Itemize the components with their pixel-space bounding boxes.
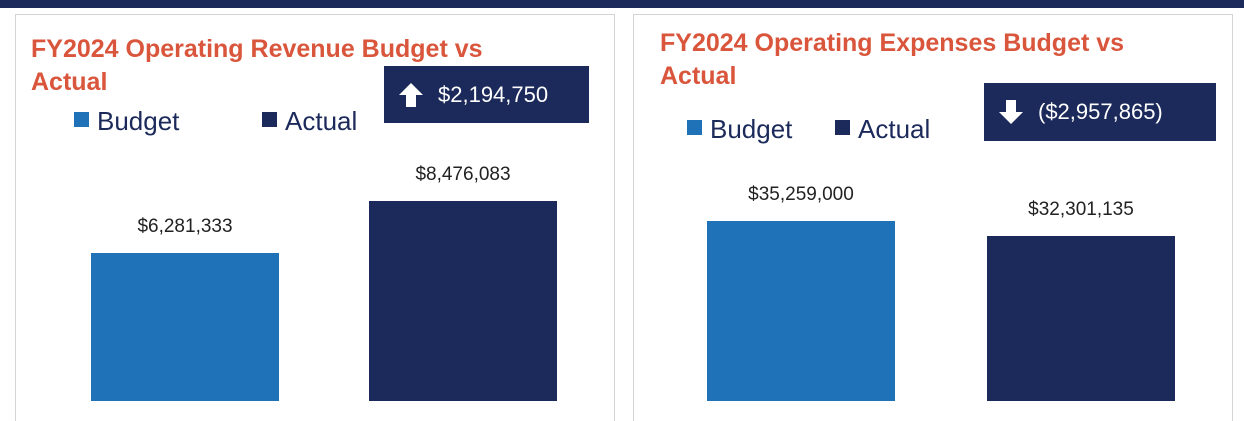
header-band xyxy=(0,0,1244,8)
chart-panel: FY2024 Operating Expenses Budget vs Actu… xyxy=(633,14,1233,421)
legend-label: Actual xyxy=(858,114,931,144)
difference-callout: ($2,957,865) xyxy=(984,83,1216,141)
legend-item: Budget xyxy=(74,106,262,137)
legend: Budget Actual xyxy=(74,106,357,137)
legend: Budget Actual xyxy=(687,114,930,145)
legend-item: Budget xyxy=(687,114,835,145)
bar xyxy=(369,201,557,401)
legend-label: Budget xyxy=(710,114,793,144)
legend-swatch xyxy=(262,112,277,127)
difference-callout: $2,194,750 xyxy=(384,66,589,123)
legend-item: Actual xyxy=(262,106,357,137)
bar xyxy=(987,236,1175,401)
legend-swatch xyxy=(687,120,702,135)
up-arrow xyxy=(399,82,423,107)
data-label: $8,476,083 xyxy=(415,164,511,185)
legend-item: Actual xyxy=(835,114,930,145)
bar xyxy=(707,221,895,401)
callout-text: $2,194,750 xyxy=(438,81,549,107)
down-arrow xyxy=(999,100,1023,124)
legend-label: Budget xyxy=(97,106,180,136)
callout-text: ($2,957,865) xyxy=(1038,99,1163,124)
chart-panel: FY2024 Operating Revenue Budget vs Actua… xyxy=(15,14,615,421)
bar xyxy=(91,252,279,401)
data-label: $32,301,135 xyxy=(1028,199,1134,221)
data-label: $6,281,333 xyxy=(137,215,233,237)
chart-title: FY2024 Operating Expenses Budget vs Actu… xyxy=(660,29,1125,90)
legend-swatch xyxy=(74,112,89,127)
data-label: $35,259,000 xyxy=(748,184,854,205)
legend-swatch xyxy=(835,120,850,135)
legend-label: Actual xyxy=(285,106,358,136)
chart-title: FY2024 Operating Revenue Budget vs Actua… xyxy=(31,35,483,96)
